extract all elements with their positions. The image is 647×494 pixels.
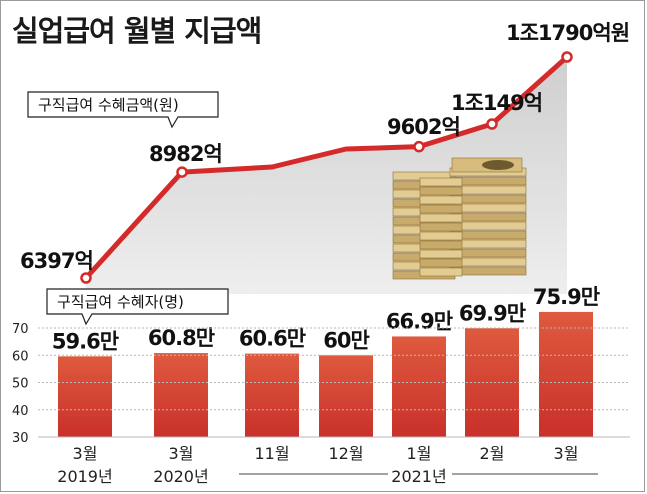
bar-data-label: 59.6만 [52, 329, 119, 353]
x-year-label: 2021년 [391, 467, 446, 486]
bar-data-label: 60.8만 [148, 326, 215, 350]
bar-data-label: 66.9만 [386, 309, 453, 333]
y-tick-label: 60 [12, 349, 29, 364]
x-tick-label: 2월 [480, 444, 505, 463]
bar-data-label: 69.9만 [459, 301, 526, 325]
x-tick-label: 12월 [328, 444, 363, 463]
bar [154, 353, 208, 437]
page-title: 실업급여 월별 지급액 [12, 14, 262, 48]
money-stack-illustration [392, 157, 527, 280]
line-point [561, 51, 573, 63]
y-tick-label: 50 [12, 377, 29, 392]
line-data-label: 1조1790억원 [506, 21, 629, 45]
line-point [80, 272, 92, 284]
x-tick-label: 3월 [554, 444, 579, 463]
y-tick-label: 30 [12, 431, 29, 446]
bar-data-label: 60만 [323, 328, 369, 352]
x-tick-label: 11월 [254, 444, 289, 463]
line-data-label: 9602억 [387, 115, 460, 139]
x-year-label: 2020년 [153, 467, 208, 486]
bar-legend-callout-box [46, 288, 229, 326]
bar-legend-callout-text: 구직급여 수혜자(명) [57, 293, 184, 311]
line-data-label: 1조149억 [451, 91, 542, 115]
bar [58, 356, 112, 437]
line-point [486, 118, 498, 130]
line-point [176, 166, 188, 178]
line-legend-callout-text: 구직급여 수혜금액(원) [38, 96, 179, 114]
bar [245, 353, 299, 437]
x-tick-label: 3월 [169, 444, 194, 463]
x-year-label: 2019년 [57, 467, 112, 486]
bar [319, 355, 373, 437]
line-data-label: 8982억 [149, 142, 222, 166]
line-data-label: 6397억 [20, 249, 93, 273]
bar-data-label: 75.9만 [533, 285, 600, 309]
line-point [413, 140, 425, 153]
x-tick-label: 1월 [407, 444, 432, 463]
line-legend-callout-box [27, 91, 219, 129]
y-tick-label: 70 [12, 322, 29, 337]
y-tick-label: 40 [12, 404, 29, 419]
x-tick-label: 3월 [73, 444, 98, 463]
bar [392, 336, 446, 437]
bar-data-label: 60.6만 [239, 327, 306, 351]
bar [539, 311, 593, 437]
